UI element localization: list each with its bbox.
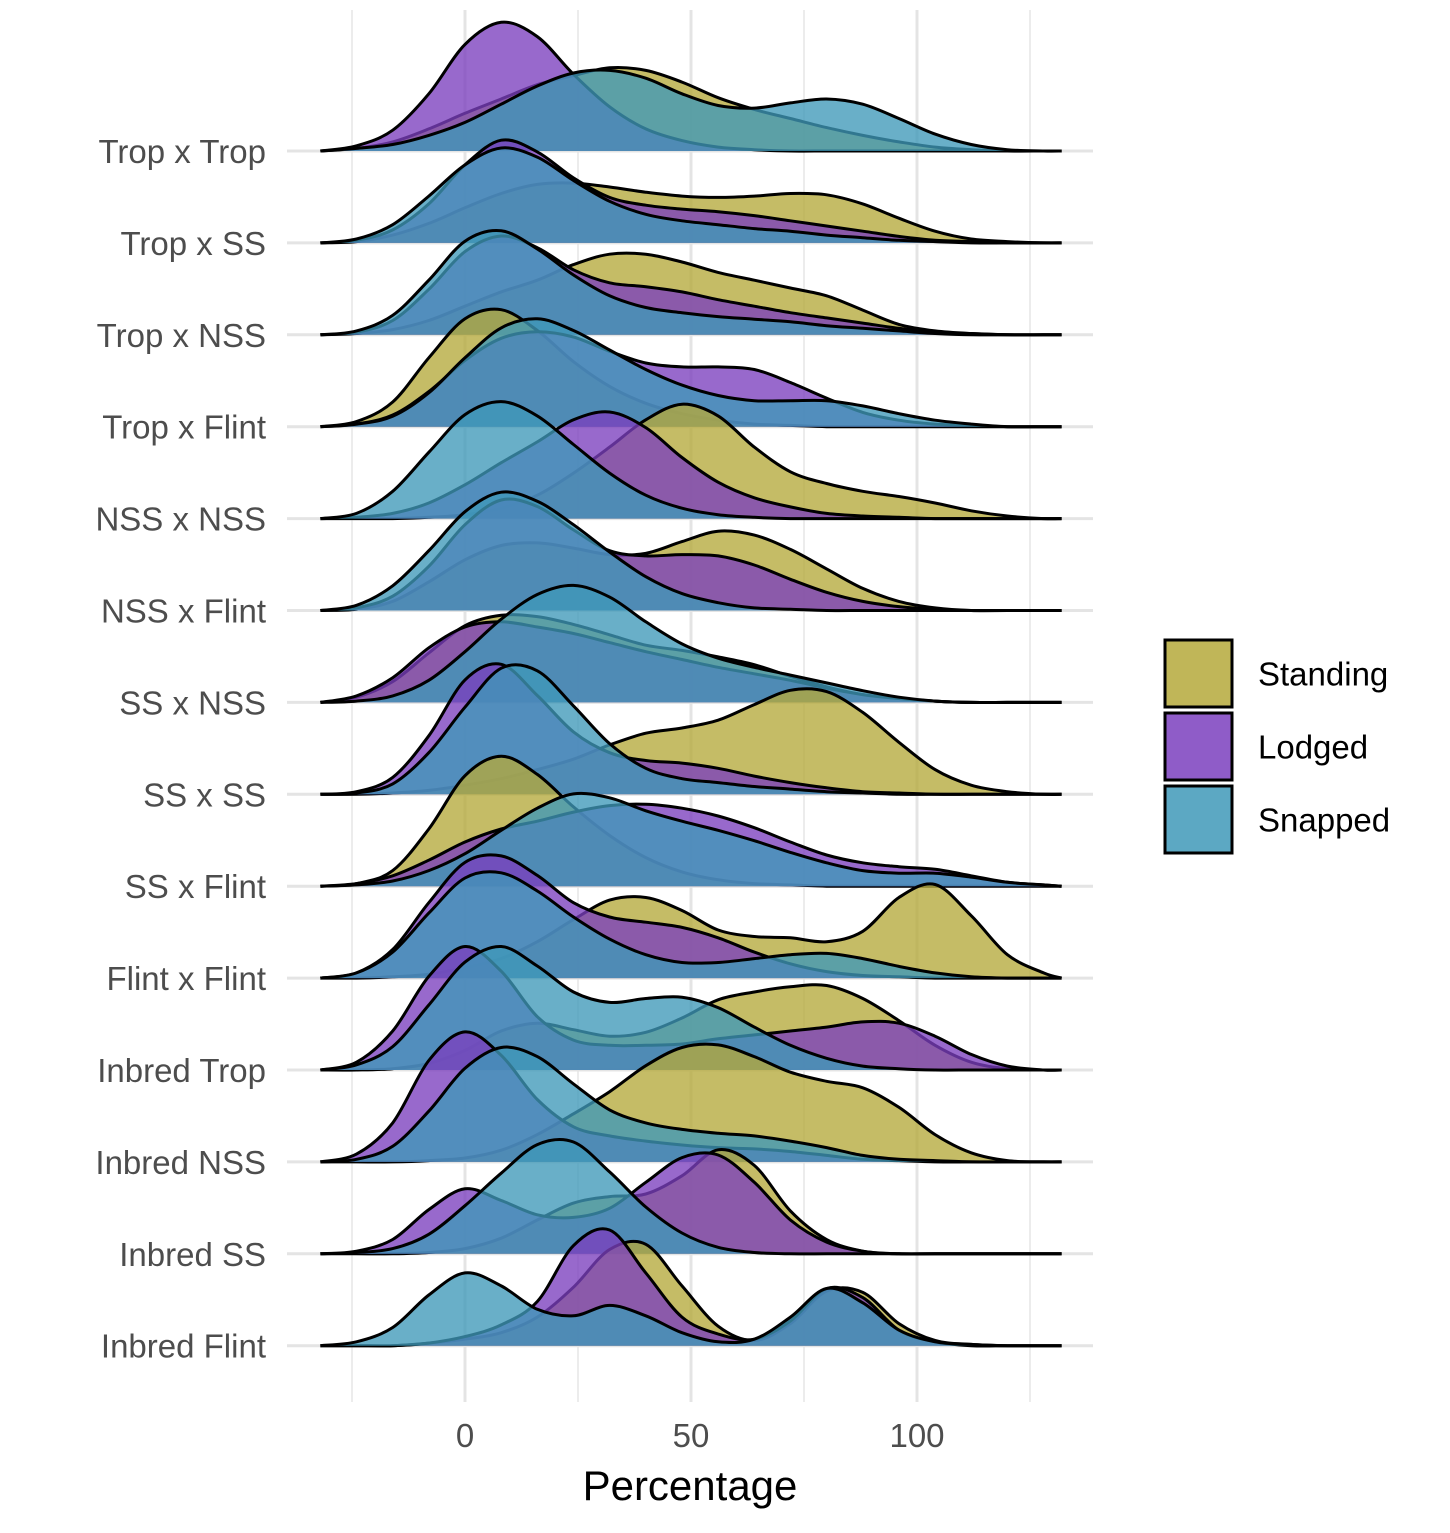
y-tick-label: SS x NSS <box>119 684 266 721</box>
density-outline-snapped <box>320 1137 1062 1256</box>
x-tick-label: 100 <box>889 1417 944 1454</box>
y-tick-label: Inbred SS <box>119 1236 266 1273</box>
x-tick-label: 0 <box>456 1417 474 1454</box>
density-area-standing <box>320 404 1062 519</box>
y-tick-label: Trop x NSS <box>97 317 266 354</box>
density-area-snapped <box>320 401 1062 519</box>
ridge-trop-x-trop <box>320 20 1062 153</box>
density-area-snapped <box>320 946 1062 1071</box>
density-outline-snapped <box>320 400 1062 521</box>
density-outline-snapped <box>320 944 1062 1072</box>
density-outline-snapped <box>320 229 1062 337</box>
legend-key-lodged <box>1163 711 1234 782</box>
legend-label-snapped: Snapped <box>1258 802 1390 839</box>
x-axis-ticks: 0 50 100 <box>456 1417 945 1454</box>
density-area-snapped <box>320 491 1062 611</box>
density-outline-lodged <box>320 853 1062 980</box>
density-outline-snapped <box>320 317 1062 429</box>
y-tick-label: Trop x Flint <box>102 409 266 446</box>
ridge-nss-x-flint <box>320 490 1062 613</box>
ridge-inbred-trop <box>320 944 1062 1072</box>
ridge-trop-x-ss <box>320 138 1062 245</box>
y-tick-label: Flint x Flint <box>106 960 266 997</box>
y-tick-label: SS x Flint <box>125 868 266 905</box>
density-area-snapped <box>320 70 1062 152</box>
x-axis-title: Percentage <box>583 1462 798 1509</box>
y-tick-label: NSS x NSS <box>95 501 266 538</box>
ridge-inbred-nss <box>320 1030 1062 1164</box>
density-area-snapped <box>320 1272 1062 1346</box>
density-area-snapped <box>320 1047 1062 1162</box>
density-area-snapped <box>320 318 1062 427</box>
ridge-inbred-flint <box>320 1227 1062 1348</box>
x-tick-label: 50 <box>673 1417 710 1454</box>
y-tick-label: SS x SS <box>143 776 266 813</box>
y-tick-label: Inbred Flint <box>101 1328 266 1365</box>
density-area-snapped <box>320 230 1062 335</box>
y-tick-label: NSS x Flint <box>101 593 266 630</box>
density-outline-snapped <box>320 583 1062 704</box>
density-outline-snapped <box>320 490 1062 613</box>
density-area-standing <box>320 688 1062 795</box>
y-tick-label: Inbred Trop <box>97 1052 266 1089</box>
density-outline-snapped <box>320 146 1062 245</box>
y-tick-label: Trop x Trop <box>99 133 267 170</box>
legend-label-standing: Standing <box>1258 656 1388 693</box>
density-outline-snapped <box>320 663 1062 796</box>
legend: Standing Lodged Snapped <box>1163 638 1390 855</box>
y-axis-labels: Trop x Trop Trop x SS Trop x NSS Trop x Fli… <box>95 133 266 1365</box>
density-outline-lodged <box>320 802 1062 888</box>
ridges <box>320 20 1063 1348</box>
y-tick-label: Inbred NSS <box>95 1144 266 1181</box>
density-outline-snapped <box>320 1271 1062 1348</box>
density-area-snapped <box>320 147 1062 243</box>
density-outline-snapped <box>320 870 1062 980</box>
legend-key-snapped <box>1163 784 1234 855</box>
ridge-inbred-ss <box>320 1137 1062 1256</box>
density-outline-snapped <box>320 68 1062 153</box>
density-outline-snapped <box>320 791 1062 888</box>
density-outline-snapped <box>320 1045 1062 1164</box>
density-area-standing <box>320 1044 1062 1162</box>
y-tick-label: Trop x SS <box>121 225 267 262</box>
density-area-snapped <box>320 1139 1062 1254</box>
legend-label-lodged: Lodged <box>1258 729 1368 766</box>
legend-key-standing <box>1163 638 1234 709</box>
